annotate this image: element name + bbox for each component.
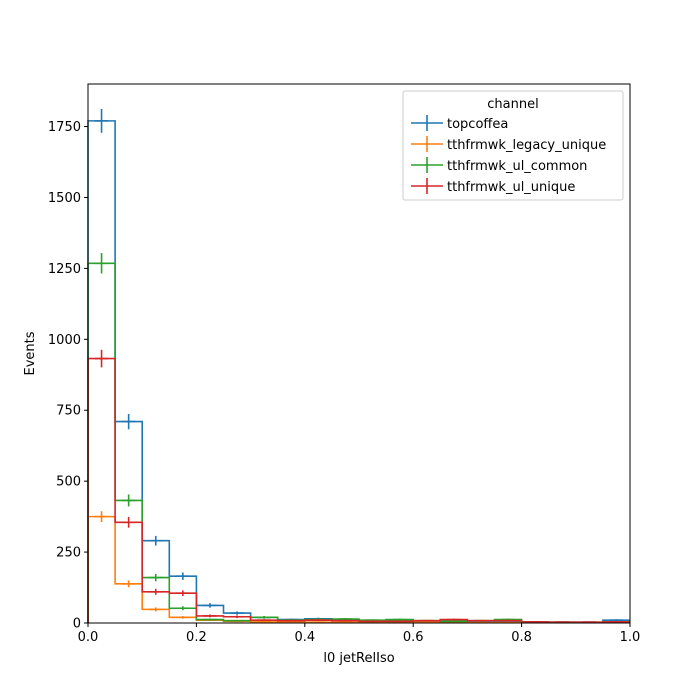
error-bar <box>148 573 163 582</box>
error-bar <box>365 620 380 623</box>
error-bar <box>203 603 217 608</box>
legend-entry: tthfrmwk_ul_unique <box>411 178 575 195</box>
y-tick-label: 750 <box>56 404 81 419</box>
error-bar <box>203 618 217 621</box>
x-tick-label: 0.4 <box>294 630 315 645</box>
error-bar <box>257 621 271 623</box>
x-axis-ticks: 0.0 0.2 0.4 0.6 0.8 1.0 <box>78 623 641 645</box>
error-bar <box>121 494 136 507</box>
error-bar <box>338 617 353 621</box>
error-bar <box>447 618 461 621</box>
error-bar <box>230 611 244 615</box>
legend-label: tthfrmwk_ul_common <box>447 159 587 174</box>
legend-label: topcoffea <box>447 117 508 132</box>
legend-box <box>402 90 624 201</box>
legend-title: channel <box>487 97 538 112</box>
error-bar <box>392 620 407 623</box>
legend-label: tthfrmwk_legacy_unique <box>447 138 606 153</box>
error-bar <box>555 621 570 623</box>
y-tick-label: 1500 <box>48 191 81 206</box>
x-tick-label: 0.2 <box>186 630 207 645</box>
error-bar <box>474 619 488 622</box>
error-bar <box>230 615 244 619</box>
x-tick-label: 0.8 <box>511 630 532 645</box>
series-step-line <box>87 357 630 623</box>
x-tick-label: 1.0 <box>620 630 641 645</box>
x-tick-label: 0.6 <box>403 630 424 645</box>
error-bar <box>311 619 326 622</box>
error-bar <box>230 619 244 622</box>
error-bar <box>176 616 190 619</box>
legend-entry: tthfrmwk_legacy_unique <box>411 136 606 153</box>
y-tick-label: 1750 <box>48 120 81 135</box>
error-bar <box>121 516 136 528</box>
error-bar <box>419 619 434 622</box>
error-bar <box>528 621 542 623</box>
legend-entry: tthfrmwk_ul_common <box>411 157 587 174</box>
legend-entries: topcoffea tthfrmwk_legacy_unique tthfrmwk_… <box>411 115 606 195</box>
legend-entry: topcoffea <box>411 115 508 132</box>
legend-label: tthfrmwk_ul_unique <box>447 180 575 195</box>
y-axis-ticks: 0 250 500 750 1000 1250 1500 1750 <box>48 120 88 632</box>
error-bar <box>176 572 190 580</box>
error-bar <box>121 580 136 588</box>
y-tick-label: 1250 <box>48 262 81 277</box>
error-bar <box>94 511 109 523</box>
error-bar <box>609 621 624 623</box>
y-tick-label: 0 <box>73 617 81 632</box>
axes-frame <box>87 83 631 624</box>
y-tick-label: 1000 <box>48 333 81 348</box>
error-bar <box>392 618 407 621</box>
error-bar <box>582 621 597 623</box>
error-bar <box>94 349 109 368</box>
error-bar <box>609 619 624 622</box>
error-bar <box>257 616 271 619</box>
error-bar <box>148 588 163 595</box>
legend: channel topcoffeatthfrmwk_legacy_uniquet… <box>402 90 624 201</box>
error-bar <box>338 619 353 622</box>
error-bar <box>501 619 515 622</box>
error-bar <box>94 253 109 274</box>
y-axis-label: Events <box>23 331 38 375</box>
error-bar <box>284 621 299 623</box>
error-bar <box>121 413 136 430</box>
error-bar <box>176 590 190 597</box>
y-tick-label: 500 <box>56 475 81 490</box>
error-bar <box>148 607 163 612</box>
x-tick-label: 0.0 <box>78 630 99 645</box>
y-tick-label: 250 <box>56 546 81 561</box>
series-layer <box>87 108 630 624</box>
error-bar <box>311 621 326 623</box>
error-bar <box>257 619 271 622</box>
error-bar <box>148 535 163 546</box>
error-bar <box>284 619 299 622</box>
error-bar <box>447 620 461 623</box>
x-axis-label: l0 jetRelIso <box>323 651 394 666</box>
error-bar <box>94 108 109 133</box>
error-bar <box>176 606 190 611</box>
series-tthfrmwk_ul_unique <box>87 349 630 623</box>
error-bar <box>203 614 217 618</box>
